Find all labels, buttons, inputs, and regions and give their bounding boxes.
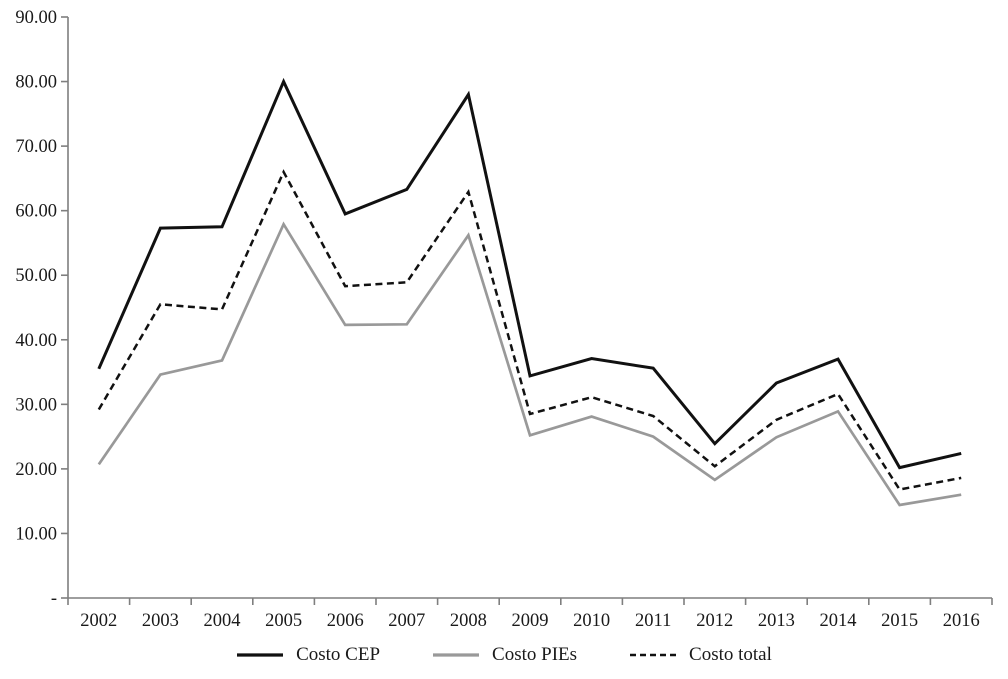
x-tick-label: 2006 (327, 611, 364, 631)
y-tick-label: 30.00 (15, 395, 57, 415)
x-tick-label: 2010 (573, 611, 610, 631)
y-tick-label: 70.00 (15, 137, 57, 157)
legend-item-costo-total: Costo total (629, 644, 772, 666)
x-tick-label: 2002 (80, 611, 117, 631)
series-line-costo-total (97, 169, 962, 491)
y-tick-label: - (51, 589, 57, 609)
y-tick-label: 80.00 (15, 73, 57, 93)
solid-line-sample-icon (433, 653, 480, 657)
x-tick-label: 2004 (204, 611, 241, 631)
legend-label: Costo CEP (296, 644, 381, 665)
series-line-costo-pies (97, 221, 962, 507)
legend-label: Costo total (689, 644, 772, 665)
x-tick-label: 2013 (758, 611, 795, 631)
x-tick-label: 2012 (696, 611, 733, 631)
x-tick-label: 2014 (820, 611, 857, 631)
x-tick-label: 2016 (943, 611, 980, 631)
y-tick-label: 50.00 (15, 266, 57, 286)
solid-line-sample-icon (237, 653, 284, 657)
chart-legend: Costo CEP Costo PIEs Costo total (0, 644, 1008, 666)
x-tick-label: 2009 (512, 611, 549, 631)
legend-item-costo-pies: Costo PIEs (432, 644, 577, 666)
x-tick-label: 2003 (142, 611, 179, 631)
x-tick-label: 2007 (388, 611, 425, 631)
x-tick-label: 2011 (635, 611, 671, 631)
legend-item-costo-cep: Costo CEP (236, 644, 380, 666)
y-tick-label: 10.00 (15, 524, 57, 544)
x-tick-label: 2005 (265, 611, 302, 631)
y-tick-label: 60.00 (15, 202, 57, 222)
legend-label: Costo PIEs (492, 644, 578, 665)
y-tick-label: 40.00 (15, 331, 57, 351)
x-tick-label: 2008 (450, 611, 487, 631)
y-tick-label: 90.00 (15, 8, 57, 28)
dashed-line-sample-icon (630, 653, 677, 657)
series-line-costo-cep (97, 77, 962, 470)
x-tick-label: 2015 (881, 611, 918, 631)
y-tick-label: 20.00 (15, 460, 57, 480)
